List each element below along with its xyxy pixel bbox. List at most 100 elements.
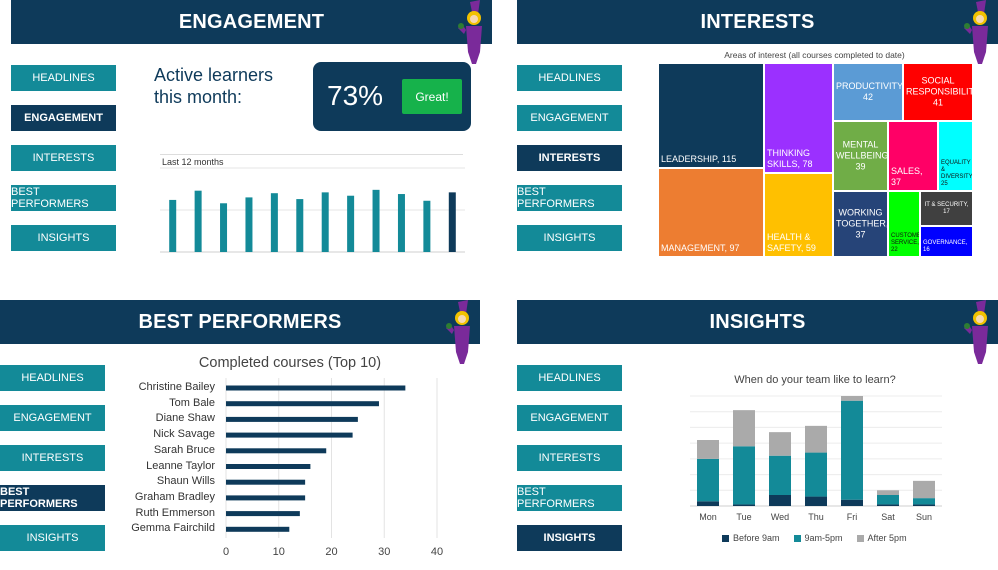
nav-headlines-button[interactable]: HEADLINES (517, 365, 622, 391)
treemap-cell-label: MANAGEMENT, 97 (661, 243, 740, 253)
engagement-bar (397, 194, 405, 252)
nav-engagement-button[interactable]: ENGAGEMENT (0, 405, 105, 431)
stacked-bar-segment (913, 480, 935, 499)
stacked-bar-segment (697, 501, 719, 506)
best-performers-title: BEST PERFORMERS (138, 310, 342, 333)
stacked-bar-segment (841, 396, 863, 401)
stacked-bar-segment (841, 400, 863, 500)
nav-insights-button[interactable]: INSIGHTS (517, 225, 622, 251)
nav-insights-button[interactable]: INSIGHTS (0, 525, 105, 551)
nav-interests-button[interactable]: INTERESTS (517, 445, 622, 471)
engagement-bar (296, 199, 304, 252)
treemap-cell-label: MENTAL WELLBEING, 39 (836, 139, 888, 172)
performer-name: Nick Savage (153, 428, 215, 441)
engagement-header: ENGAGEMENT (11, 0, 492, 44)
nav-interests-button[interactable]: INTERESTS (0, 445, 105, 471)
engagement-bar (169, 199, 177, 252)
legend-label: Before 9am (733, 533, 780, 543)
kpi-value: 73% (327, 80, 384, 111)
insights-chart-title: When do your team like to learn? (734, 374, 896, 386)
stacked-bar-segment (769, 455, 791, 495)
best-performers-header: BEST PERFORMERS (0, 300, 480, 344)
treemap-cell: WORKING TOGETHER, 37 (833, 191, 888, 257)
performer-bar (226, 448, 327, 454)
x-tick-label: 10 (272, 546, 285, 558)
wizard-mascot-icon (964, 0, 988, 64)
performer-bar (226, 416, 358, 422)
nav-engagement-button[interactable]: ENGAGEMENT (11, 105, 116, 131)
stacked-bar-segment (877, 504, 899, 506)
stacked-bar-segment (877, 495, 899, 505)
legend-item: After 5pm (856, 533, 907, 543)
performer-bar (226, 432, 353, 438)
engagement-bar (347, 195, 355, 252)
treemap-cell-label: SOCIAL RESPONSIBILITY, 41 (906, 75, 972, 108)
nav-best-performers-button[interactable]: BEST PERFORMERS (517, 185, 622, 211)
nav-insights-button[interactable]: INSIGHTS (517, 525, 622, 551)
nav-engagement-button[interactable]: ENGAGEMENT (517, 105, 622, 131)
performer-name: Ruth Emmerson (135, 506, 215, 519)
treemap-cell-label: IT & SECURITY, 17 (924, 201, 969, 215)
x-tick-label: 30 (378, 546, 391, 558)
nav-interests-button[interactable]: INTERESTS (11, 145, 116, 171)
performer-bar (226, 464, 311, 469)
nav-best-performers-button[interactable]: BEST PERFORMERS (11, 185, 116, 211)
wizard-mascot-icon (446, 300, 470, 364)
interests-header: INTERESTS (517, 0, 998, 44)
wizard-mascot-icon (458, 0, 482, 64)
nav-best-performers-button[interactable]: BEST PERFORMERS (517, 485, 622, 511)
legend-swatch (793, 534, 801, 542)
engagement-bar (270, 193, 278, 252)
day-label: Fri (846, 512, 858, 522)
stacked-bar-segment (805, 425, 827, 453)
nav-insights-button[interactable]: INSIGHTS (11, 225, 116, 251)
best-performers-bar-chart (225, 378, 438, 538)
treemap-cell: IT & SECURITY, 17 (920, 191, 973, 226)
active-learners-line-1: Active learners (154, 65, 274, 85)
legend-item: 9am-5pm (793, 533, 843, 543)
insights-header: INSIGHTS (517, 300, 998, 344)
legend-item: Before 9am (722, 533, 780, 543)
performer-bar (226, 401, 379, 407)
nav-engagement-button[interactable]: ENGAGEMENT (517, 405, 622, 431)
treemap-cell-label: GOVERNANCE, 16 (923, 240, 968, 253)
interests-title: INTERESTS (700, 10, 815, 33)
x-tick-label: 20 (325, 546, 338, 558)
performer-name: Christine Bailey (138, 381, 215, 393)
performer-name: Tom Bale (169, 396, 215, 409)
stacked-bar-segment (805, 496, 827, 506)
treemap-cell: EQUALITY & DIVERSITY, 25 (938, 121, 973, 191)
treemap-cell: CUSTOMER SERVICE, 22 (888, 191, 920, 257)
chart-caption: Last 12 months (162, 157, 224, 167)
treemap-cell: LEADERSHIP, 115 (658, 63, 764, 168)
performer-name: Shaun Wills (156, 475, 215, 488)
nav-headlines-button[interactable]: HEADLINES (11, 65, 116, 91)
treemap-cell-label: CUSTOMER SERVICE, 22 (891, 233, 919, 253)
treemap-cell-label: EQUALITY & DIVERSITY, 25 (941, 160, 973, 187)
nav-headlines-button[interactable]: HEADLINES (517, 65, 622, 91)
treemap-cell: HEALTH & SAFETY, 59 (764, 173, 833, 257)
engagement-bar (194, 190, 202, 252)
chart-top-divider (160, 154, 463, 155)
stacked-bar-segment (877, 490, 899, 495)
day-label: Tue (736, 512, 752, 522)
treemap-cell: PRODUCTIVITY, 42 (833, 63, 903, 121)
nav-best-performers-button[interactable]: BEST PERFORMERS (0, 485, 105, 511)
kpi-status-button[interactable]: Great! (402, 79, 462, 114)
engagement-bar (423, 200, 431, 252)
treemap-cell-label: SALES, 37 (891, 166, 923, 187)
nav-interests-button[interactable]: INTERESTS (517, 145, 622, 171)
stacked-bar-segment (697, 458, 719, 502)
treemap-cell-label: PRODUCTIVITY, 42 (836, 81, 903, 102)
engagement-bar (372, 189, 380, 252)
treemap-cell: SALES, 37 (888, 121, 938, 191)
x-tick-label: 0 (222, 546, 230, 558)
performer-name: Leanne Taylor (146, 459, 215, 472)
day-label: Wed (770, 512, 790, 522)
stacked-bar-segment (733, 446, 755, 505)
stacked-bar-segment (841, 499, 863, 506)
nav-headlines-button[interactable]: HEADLINES (0, 365, 105, 391)
kpi-card: 73% Great! (313, 62, 471, 131)
performer-bar (226, 526, 290, 532)
day-label: Sat (881, 512, 895, 522)
